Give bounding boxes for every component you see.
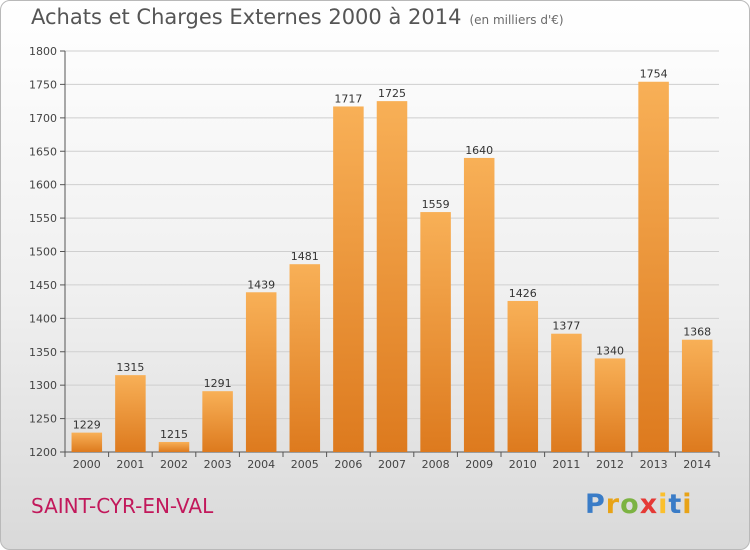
y-tick-label: 1500 <box>29 246 57 259</box>
x-tick-label: 2006 <box>334 458 362 471</box>
value-label: 1368 <box>683 326 711 339</box>
y-tick-label: 1650 <box>29 145 57 158</box>
y-tick-label: 1600 <box>29 179 57 192</box>
value-label: 1559 <box>422 198 450 211</box>
value-labels: 1229 1315 1215 1291 1439 1481 1717 1725 1559 1640… <box>73 68 711 441</box>
proxiti-logo: Proxiti <box>585 489 693 520</box>
value-label: 1291 <box>204 377 232 390</box>
x-tick-label: 2009 <box>465 458 493 471</box>
y-tick-label: 1250 <box>29 413 57 426</box>
y-tick-label: 1300 <box>29 379 57 392</box>
bar <box>202 391 233 452</box>
y-tick-label: 1450 <box>29 279 57 292</box>
logo-letter: i <box>682 489 693 520</box>
y-tick-label: 1350 <box>29 346 57 359</box>
value-label: 1229 <box>73 419 101 432</box>
logo-letter: i <box>658 489 669 520</box>
y-tick-label: 1200 <box>29 446 57 459</box>
bar <box>681 339 713 452</box>
chart-subtitle: (en milliers d'€) <box>469 13 564 27</box>
bar <box>420 212 451 452</box>
bar <box>594 358 626 452</box>
bar <box>376 101 408 452</box>
logo-letter: x <box>639 489 659 520</box>
x-tick-label: 2010 <box>509 458 537 471</box>
x-tick-label: 2001 <box>116 458 144 471</box>
logo-letter: t <box>668 489 683 520</box>
x-tick-label: 2002 <box>160 458 188 471</box>
x-tick-label: 2013 <box>640 458 668 471</box>
bar <box>71 432 103 452</box>
x-tick-label: 2000 <box>73 458 101 471</box>
bar <box>507 300 539 452</box>
x-tick-label: 2011 <box>552 458 580 471</box>
x-tick-label: 2005 <box>291 458 319 471</box>
x-tick-label: 2003 <box>204 458 232 471</box>
location-name: SAINT-CYR-EN-VAL <box>31 494 214 518</box>
value-label: 1215 <box>160 428 188 441</box>
bar <box>245 292 277 452</box>
value-label: 1640 <box>465 144 493 157</box>
y-tick-label: 1700 <box>29 112 57 125</box>
logo-letter: P <box>585 489 606 520</box>
value-label: 1377 <box>552 320 580 333</box>
x-tick-label: 2014 <box>683 458 711 471</box>
y-tick-label: 1550 <box>29 212 57 225</box>
value-label: 1717 <box>334 92 362 105</box>
value-label: 1725 <box>378 87 406 100</box>
y-tick-label: 1750 <box>29 78 57 91</box>
logo-letter: r <box>605 489 621 520</box>
bar <box>551 333 582 452</box>
y-tick-label: 1400 <box>29 312 57 325</box>
x-tick-label: 2004 <box>247 458 275 471</box>
bars <box>71 81 713 452</box>
x-tick-label: 2012 <box>596 458 624 471</box>
value-label: 1754 <box>640 68 668 81</box>
logo-letter: o <box>620 489 640 520</box>
chart-title: Achats et Charges Externes 2000 à 2014 (e… <box>31 5 564 29</box>
title-text: Achats et Charges Externes 2000 à 2014 <box>31 5 462 29</box>
value-label: 1439 <box>247 278 275 291</box>
value-label: 1426 <box>509 287 537 300</box>
bar <box>289 264 321 452</box>
value-label: 1315 <box>116 361 144 374</box>
x-tick-label: 2007 <box>378 458 406 471</box>
bar <box>158 441 190 452</box>
bar <box>115 375 146 452</box>
value-label: 1481 <box>291 250 319 263</box>
bar <box>463 157 495 452</box>
value-label: 1340 <box>596 344 624 357</box>
y-tick-label: 1800 <box>29 45 57 58</box>
x-tick-label: 2008 <box>422 458 450 471</box>
axes: 1200 1250 1300 1350 1400 1450 1500 1550 1600 1650… <box>29 45 720 471</box>
bar <box>638 81 669 452</box>
bar <box>333 106 364 452</box>
